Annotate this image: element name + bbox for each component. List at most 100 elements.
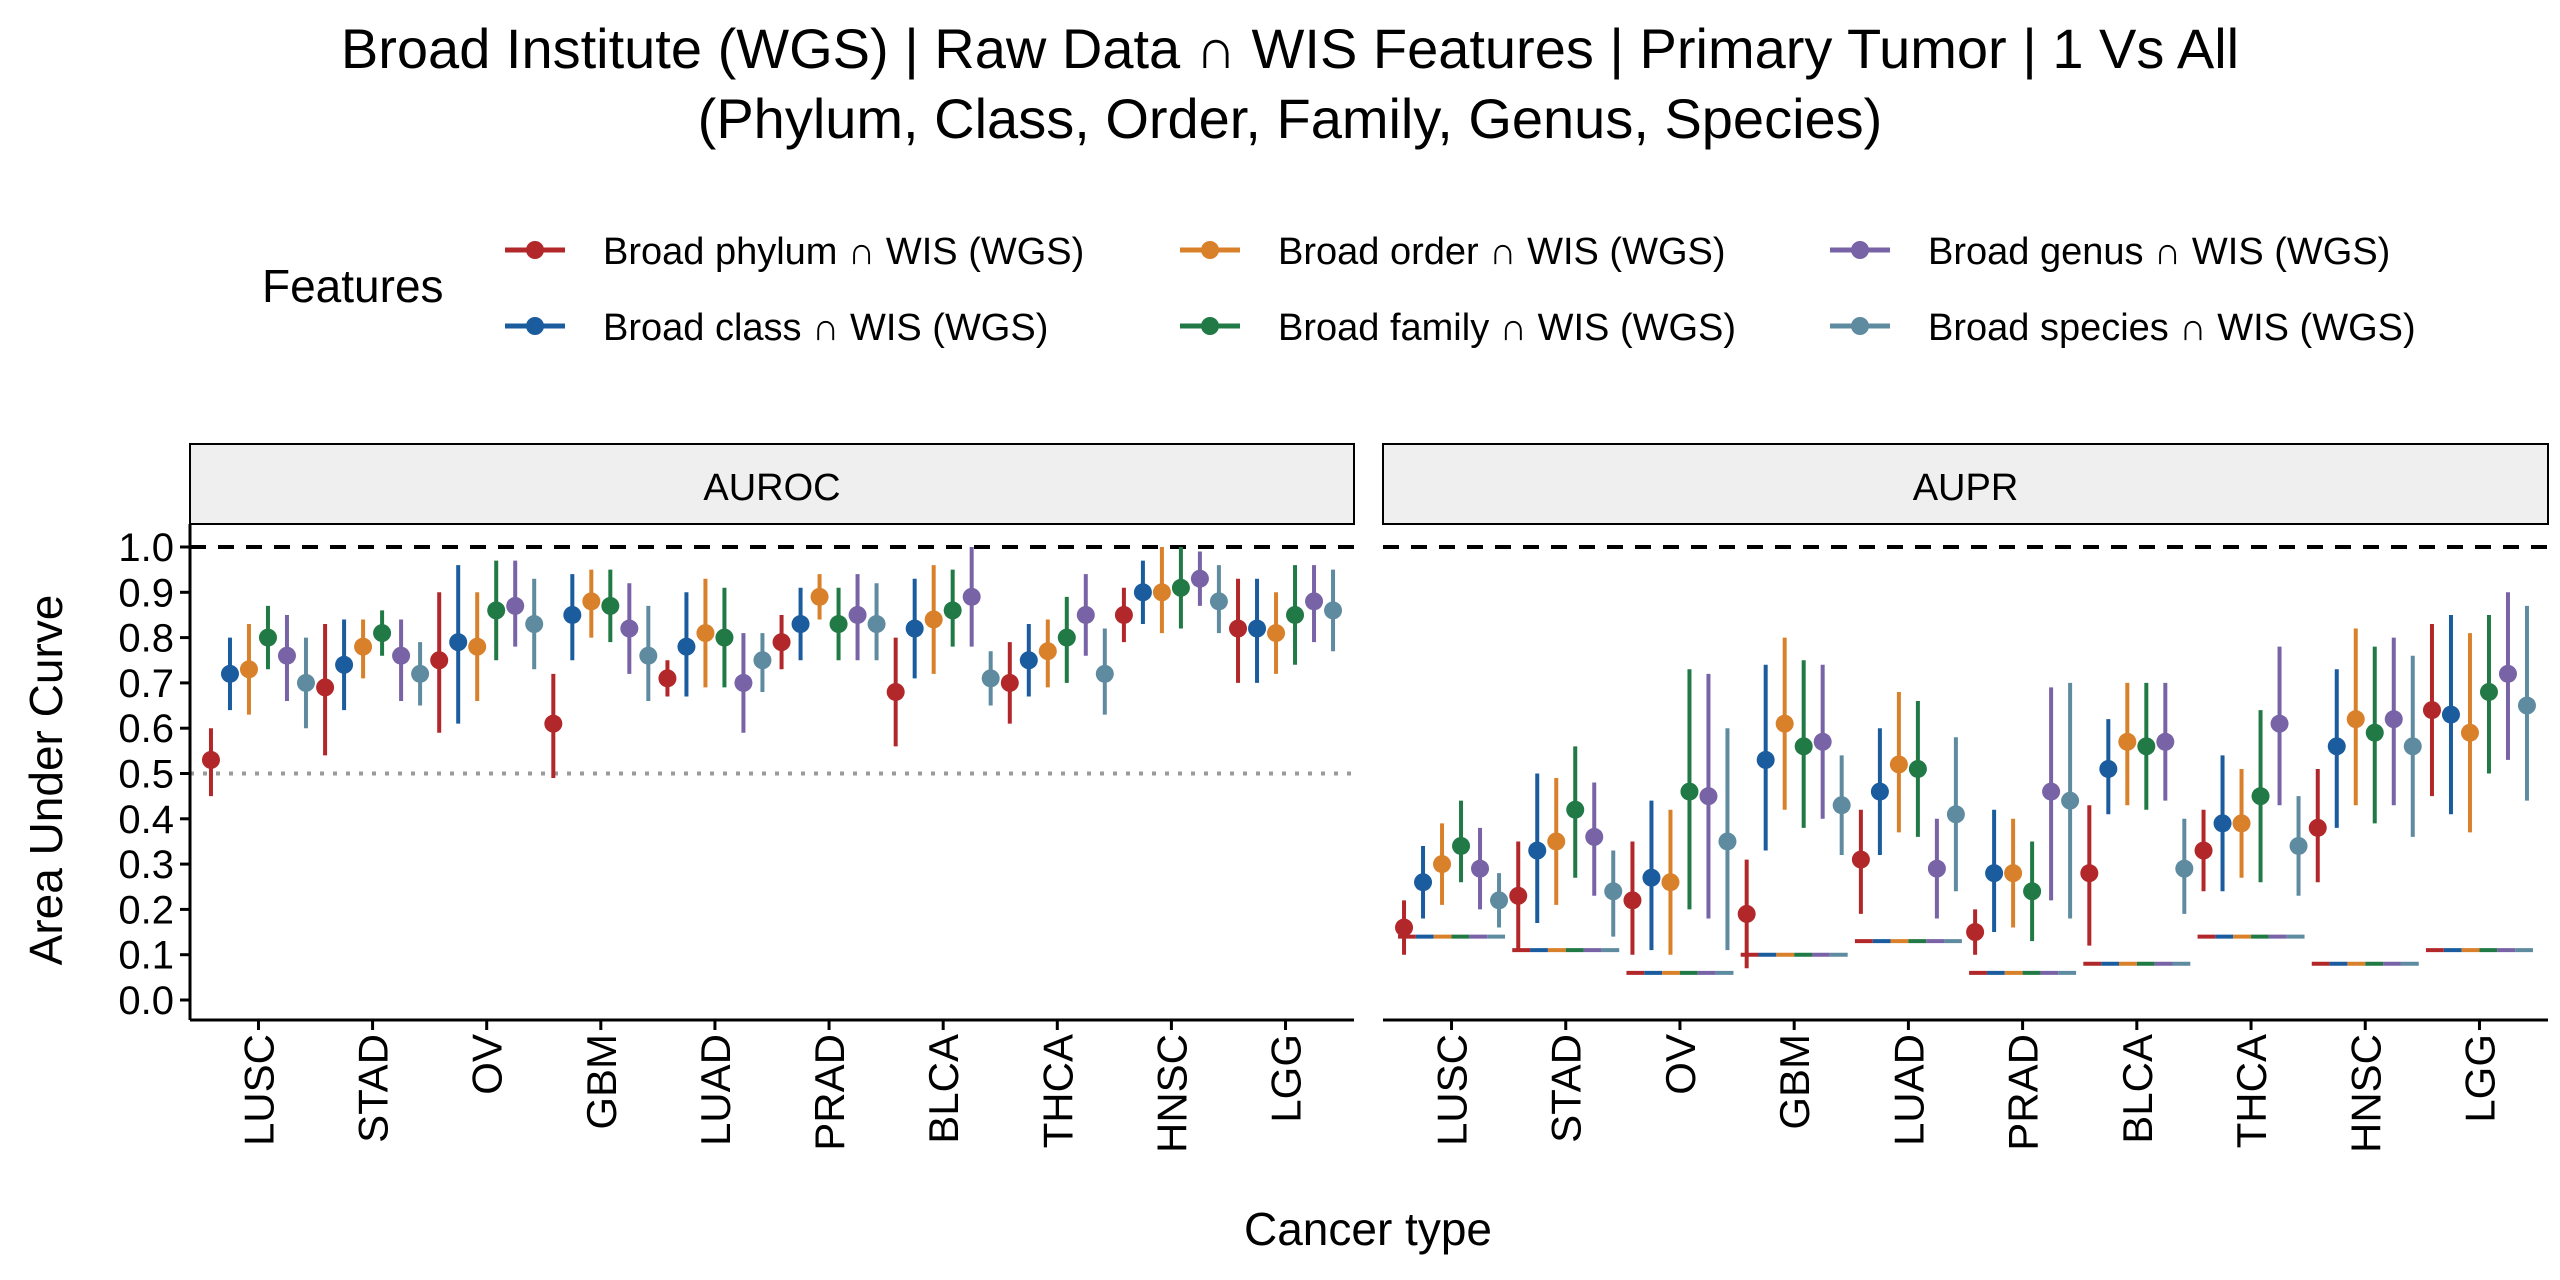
data-point (2346, 710, 2365, 729)
data-point (1190, 569, 1209, 588)
data-point (677, 637, 696, 656)
y-tick-label: 1.0 (118, 526, 174, 570)
data-point (1870, 782, 1889, 801)
data-point (810, 587, 829, 606)
data-point (2175, 859, 2194, 878)
data-point (2251, 787, 2270, 806)
y-tick-label: 0.1 (118, 934, 174, 978)
data-point (2270, 714, 2289, 733)
data-point (2232, 814, 2251, 833)
x-tick-label: LGG (2456, 1034, 2503, 1123)
data-point (2441, 705, 2460, 724)
x-tick-label: LUAD (692, 1034, 739, 1146)
data-point (1133, 583, 1152, 602)
data-point (1209, 592, 1228, 611)
legend-item: Broad species ∩ WIS (WGS) (1830, 307, 2416, 349)
x-tick-label: THCA (2228, 1034, 2275, 1148)
x-tick-label: BLCA (920, 1034, 967, 1144)
data-point (2365, 723, 2384, 742)
data-point (1585, 827, 1604, 846)
legend-label: Broad order ∩ WIS (WGS) (1278, 231, 1726, 273)
data-point (2137, 737, 2156, 756)
data-point (1889, 755, 1908, 774)
data-point (2099, 759, 2118, 778)
data-point (258, 628, 277, 647)
data-point (848, 605, 867, 624)
data-point (1851, 850, 1870, 869)
panel-strip-label: AUROC (703, 467, 840, 509)
data-point (2194, 841, 2213, 860)
data-point (2118, 732, 2137, 751)
data-point (2289, 836, 2308, 855)
data-point (753, 651, 772, 670)
data-point (715, 628, 734, 647)
legend-label: Broad family ∩ WIS (WGS) (1278, 307, 1736, 349)
data-point (1699, 787, 1718, 806)
data-point (1038, 642, 1057, 661)
panel-aupr: AUPR LUSC STAD OV GBM LUAD PRAD BLCA THCA HNSC LGG (1382, 443, 2549, 1153)
x-tick-label: LUSC (235, 1034, 282, 1146)
data-point (981, 669, 1000, 688)
data-point (1718, 832, 1737, 851)
data-point (1756, 750, 1775, 769)
data-point (2004, 864, 2023, 883)
data-point (2327, 737, 2346, 756)
data-point (392, 646, 411, 665)
data-point (658, 669, 677, 688)
data-point (1305, 592, 1324, 611)
data-point (2517, 696, 2536, 715)
y-tick-label: 0.3 (118, 843, 174, 887)
data-point (924, 610, 943, 629)
y-tick-label: 0.9 (118, 571, 174, 615)
data-point (1267, 624, 1286, 643)
data-point (1152, 583, 1171, 602)
data-point (1000, 673, 1019, 692)
legend-item: Broad phylum ∩ WIS (WGS) (505, 231, 1084, 273)
data-point (449, 633, 468, 652)
x-tick-label: STAD (350, 1034, 397, 1143)
data-point (2422, 701, 2441, 720)
legend-item: Broad family ∩ WIS (WGS) (1180, 307, 1736, 349)
y-tick-label: 0.4 (118, 798, 174, 842)
data-point (2061, 791, 2080, 810)
legend-key-dot (1851, 317, 1869, 335)
data-point (620, 619, 639, 638)
data-point (905, 619, 924, 638)
data-point (201, 750, 220, 769)
data-point (1414, 873, 1433, 892)
data-point (1680, 782, 1699, 801)
data-point (639, 646, 658, 665)
panel-strip (1382, 443, 2549, 525)
legend-item: Broad class ∩ WIS (WGS) (505, 307, 1048, 349)
legend-item: Broad genus ∩ WIS (WGS) (1830, 231, 2390, 273)
y-tick-label: 0.8 (118, 617, 174, 661)
legend-key-dot (526, 241, 544, 259)
legend-key-dot (1851, 241, 1869, 259)
data-point (1908, 759, 1927, 778)
legend-item: Broad order ∩ WIS (WGS) (1180, 231, 1726, 273)
data-point (468, 637, 487, 656)
data-point (1019, 651, 1038, 670)
x-tick-label: BLCA (2114, 1034, 2161, 1144)
x-tick-label: OV (464, 1034, 511, 1095)
data-point (296, 673, 315, 692)
legend-key-dot (1201, 241, 1219, 259)
data-point (1509, 886, 1528, 905)
legend-key-dot (526, 317, 544, 335)
y-tick-label: 0.5 (118, 753, 174, 797)
data-point (1433, 855, 1452, 874)
legend: Features Broad phylum ∩ WIS (WGS) Broad c… (262, 231, 2416, 349)
x-tick-label: GBM (1771, 1034, 1818, 1130)
x-tick-label: HNSC (2342, 1034, 2389, 1153)
data-point (220, 664, 239, 683)
data-point (791, 615, 810, 634)
x-tick-label: PRAD (806, 1034, 853, 1151)
data-point (316, 678, 335, 697)
legend-label: Broad class ∩ WIS (WGS) (603, 307, 1048, 349)
legend-key-dot (1201, 317, 1219, 335)
data-point (335, 655, 354, 674)
data-point (525, 615, 544, 634)
data-point (487, 601, 506, 620)
data-point (373, 624, 392, 643)
